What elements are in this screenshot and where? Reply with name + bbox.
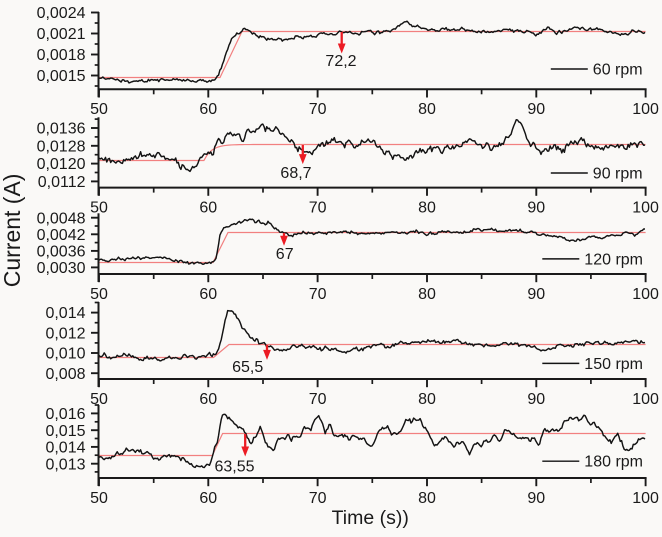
svg-text:0,008: 0,008 (45, 366, 85, 383)
svg-text:150 rpm: 150 rpm (584, 356, 643, 373)
svg-text:0,014: 0,014 (45, 440, 85, 457)
svg-text:90 rpm: 90 rpm (593, 165, 643, 182)
svg-text:0,010: 0,010 (45, 346, 85, 363)
svg-text:90: 90 (527, 101, 545, 118)
svg-text:50: 50 (90, 101, 108, 118)
svg-text:80: 80 (418, 200, 436, 217)
svg-text:60: 60 (199, 200, 217, 217)
svg-text:0,016: 0,016 (45, 406, 85, 423)
svg-text:100: 100 (632, 286, 659, 303)
svg-text:0,0036: 0,0036 (37, 244, 86, 261)
svg-text:0,0021: 0,0021 (37, 26, 86, 43)
svg-text:90: 90 (527, 200, 545, 217)
svg-text:70: 70 (309, 101, 327, 118)
svg-text:90: 90 (527, 391, 545, 408)
svg-text:80: 80 (418, 490, 436, 507)
svg-text:50: 50 (90, 490, 108, 507)
svg-text:70: 70 (309, 391, 327, 408)
svg-text:63,55: 63,55 (214, 459, 254, 476)
svg-text:90: 90 (527, 286, 545, 303)
svg-text:0,013: 0,013 (45, 456, 85, 473)
svg-text:100: 100 (632, 391, 659, 408)
svg-text:65,5: 65,5 (232, 359, 263, 376)
svg-text:60 rpm: 60 rpm (593, 61, 643, 78)
svg-text:70: 70 (309, 286, 327, 303)
svg-text:80: 80 (418, 391, 436, 408)
svg-text:0,0048: 0,0048 (37, 210, 86, 227)
svg-text:120 rpm: 120 rpm (584, 251, 643, 268)
svg-text:0,0128: 0,0128 (37, 138, 86, 155)
svg-text:0,0030: 0,0030 (37, 260, 86, 277)
svg-text:100: 100 (632, 101, 659, 118)
svg-text:100: 100 (632, 490, 659, 507)
svg-text:0,0015: 0,0015 (37, 68, 86, 85)
svg-text:60: 60 (199, 391, 217, 408)
svg-text:70: 70 (309, 200, 327, 217)
svg-text:60: 60 (199, 101, 217, 118)
svg-text:50: 50 (90, 200, 108, 217)
svg-text:0,0042: 0,0042 (37, 227, 86, 244)
svg-text:60: 60 (199, 490, 217, 507)
svg-text:68,7: 68,7 (280, 165, 311, 182)
svg-text:0,0112: 0,0112 (38, 174, 86, 191)
svg-text:80: 80 (418, 286, 436, 303)
svg-text:60: 60 (199, 286, 217, 303)
svg-text:50: 50 (90, 286, 108, 303)
svg-text:50: 50 (90, 391, 108, 408)
svg-text:Current (A): Current (A) (0, 174, 25, 288)
svg-text:0,0120: 0,0120 (37, 156, 86, 173)
svg-text:0,0024: 0,0024 (37, 5, 86, 22)
svg-text:80: 80 (418, 101, 436, 118)
svg-text:100: 100 (632, 200, 659, 217)
svg-text:0,0136: 0,0136 (37, 121, 86, 138)
svg-text:72,2: 72,2 (325, 53, 356, 70)
svg-text:Time (s)): Time (s)) (332, 507, 409, 529)
svg-text:0,014: 0,014 (45, 305, 85, 322)
svg-text:90: 90 (527, 490, 545, 507)
svg-text:0,015: 0,015 (45, 423, 85, 440)
svg-text:67: 67 (276, 246, 294, 263)
svg-text:180 rpm: 180 rpm (584, 454, 643, 471)
svg-text:0,012: 0,012 (45, 325, 85, 342)
svg-text:70: 70 (309, 490, 327, 507)
svg-text:0,0018: 0,0018 (37, 47, 86, 64)
